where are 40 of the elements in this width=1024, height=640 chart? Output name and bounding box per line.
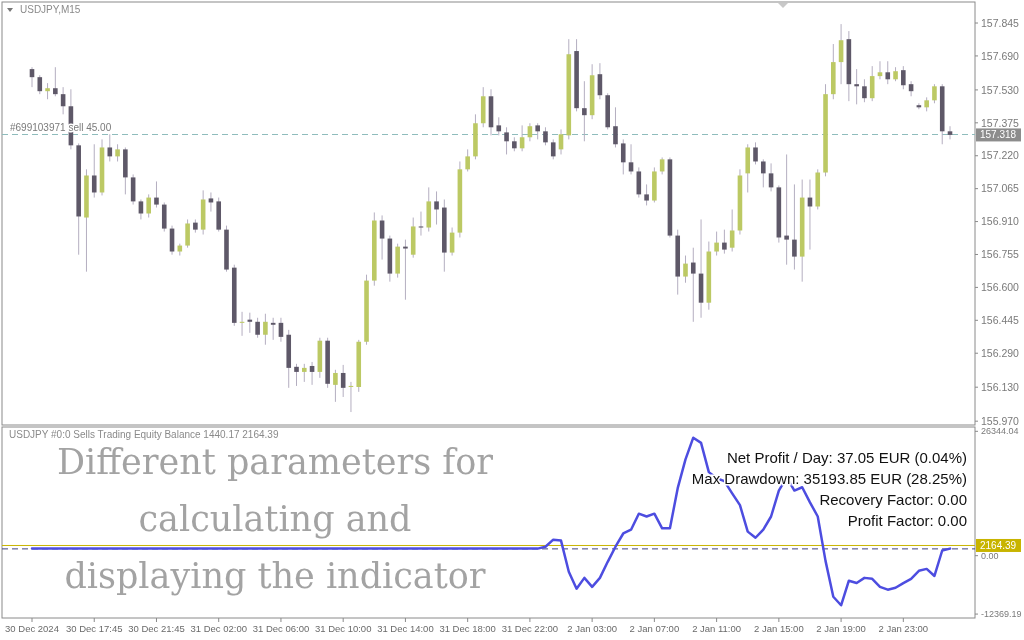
y-tick-label: 156.600 xyxy=(981,281,1020,294)
x-tick-label: 31 Dec 14:00 xyxy=(377,623,434,634)
x-tick-label: 30 Dec 21:45 xyxy=(128,623,185,634)
x-tick-label: 2 Jan 03:00 xyxy=(567,623,617,634)
y-tick-label: 155.970 xyxy=(981,414,1020,427)
y-tick-label: 156.445 xyxy=(981,313,1020,326)
y-tick-label: 157.690 xyxy=(981,49,1020,62)
y-tick-label: 156.755 xyxy=(981,248,1020,261)
y-tick-label: 157.530 xyxy=(981,83,1020,96)
x-tick-label: 2 Jan 11:00 xyxy=(692,623,742,634)
y-tick-label: 157.220 xyxy=(981,149,1020,162)
x-tick-label: 2 Jan 07:00 xyxy=(629,623,680,634)
text: 157.318 xyxy=(980,129,1017,141)
y-tick-label: 26344.04 xyxy=(981,426,1019,437)
y-tick-label: 157.065 xyxy=(981,182,1020,195)
x-tick-label: 31 Dec 06:00 xyxy=(252,623,310,634)
y-tick-label: 0.00 xyxy=(981,550,999,561)
x-tick-label: 2 Jan 19:00 xyxy=(816,623,866,634)
x-tick-label: 31 Dec 10:00 xyxy=(314,623,372,634)
annotation: Different parameters for calculating and displaying the indicator xyxy=(56,442,494,596)
x-tick-label: 30 Dec 17:45 xyxy=(65,623,123,634)
y-tick-label: 157.845 xyxy=(981,16,1020,29)
y-tick-label: 156.290 xyxy=(981,346,1020,359)
y-tick-label: 156.910 xyxy=(981,215,1020,228)
x-tick-label: 2 Jan 15:00 xyxy=(754,623,804,634)
y-tick-label: 156.130 xyxy=(981,380,1020,393)
y-tick-label: 157.375 xyxy=(981,116,1020,129)
chart-title: USDJPY #0:0 Sells Trading Equity Balance 1440.17 2164.39 xyxy=(9,429,279,440)
ref-line-label: 2164.39 xyxy=(980,539,1017,551)
x-tick-label: 31 Dec 02:00 xyxy=(190,623,247,634)
annotation: Net Profit / Day: 37.05 EUR (0.04%) xyxy=(726,449,967,466)
y-tick-label: -12369.19 xyxy=(981,609,1022,620)
x-tick-label: 31 Dec 18:00 xyxy=(439,623,496,634)
x-tick-label: 31 Dec 22:00 xyxy=(501,623,559,634)
annotation: Profit Factor: 0.00 xyxy=(847,512,967,529)
annotation: Max Drawdown: 35193.85 EUR (28.25%) xyxy=(691,470,967,487)
x-tick-label: 30 Dec 2024 xyxy=(5,623,59,634)
chart-title: USDJPY,M15 xyxy=(20,4,81,15)
x-tick-label: 2 Jan 23:00 xyxy=(878,623,929,634)
annotation: Recovery Factor: 0.00 xyxy=(819,491,967,508)
